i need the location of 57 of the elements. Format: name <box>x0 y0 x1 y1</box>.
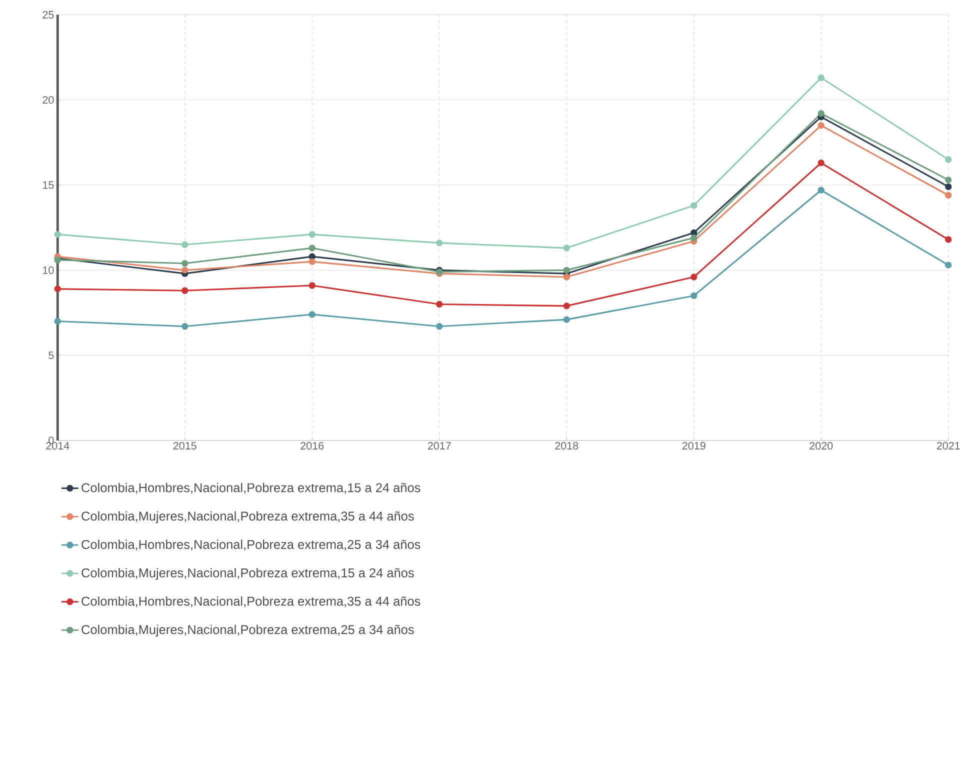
point <box>563 266 570 274</box>
legend-label: Colombia,Hombres,Nacional,Pobreza extrema,35 a 44 años <box>82 596 420 608</box>
point <box>54 231 61 238</box>
point <box>690 292 698 300</box>
point <box>945 176 952 184</box>
y-tick-label: 15 <box>42 181 54 189</box>
point <box>818 110 824 117</box>
point <box>563 316 570 323</box>
point <box>182 323 188 330</box>
y-tick-label: 10 <box>42 266 54 274</box>
point <box>945 183 952 190</box>
x-tick-label: 2016 <box>300 442 324 450</box>
x-tick-label: 2018 <box>555 442 578 450</box>
point <box>818 122 824 129</box>
y-tick-label: 20 <box>42 96 54 104</box>
point <box>818 160 824 166</box>
point <box>182 266 188 274</box>
point <box>690 274 698 280</box>
point <box>563 274 570 280</box>
x-tick-label: 2019 <box>682 442 706 450</box>
point <box>690 229 698 236</box>
y-tick-label: 25 <box>42 11 54 19</box>
point <box>308 311 316 318</box>
legend-label: Colombia,Hombres,Nacional,Pobreza extrema,25 a 34 años <box>82 540 420 551</box>
point <box>308 258 316 266</box>
x-tick-label: 2020 <box>810 442 833 450</box>
x-tick-label: 2021 <box>936 442 960 450</box>
legend-label: Colombia,Mujeres,Nacional,Pobreza extrema,15 a 24 años <box>82 568 414 580</box>
point <box>308 282 316 289</box>
legend-label: Colombia,Hombres,Nacional,Pobreza extrema,15 a 24 años <box>82 482 420 494</box>
point <box>945 156 952 163</box>
point <box>436 323 443 330</box>
point <box>54 318 61 325</box>
x-tick-label: 2014 <box>46 442 70 450</box>
legend-label: Colombia,Mujeres,Nacional,Pobreza extrema,35 a 44 años <box>82 511 414 524</box>
point <box>308 244 316 252</box>
point <box>818 186 824 194</box>
point <box>945 236 952 243</box>
point <box>308 253 316 260</box>
point <box>182 260 188 267</box>
point <box>54 286 61 292</box>
x-tick-label: 2015 <box>173 442 196 450</box>
point <box>182 287 188 294</box>
point <box>690 202 698 209</box>
point <box>436 300 443 308</box>
point <box>945 262 952 268</box>
point <box>690 234 698 242</box>
y-tick-label: 5 <box>48 352 54 360</box>
point <box>436 240 443 246</box>
point <box>563 302 570 310</box>
point <box>818 74 824 82</box>
point <box>182 241 188 248</box>
legend-label: Colombia,Mujeres,Nacional,Pobreza extrema,25 a 34 años <box>82 624 414 637</box>
point <box>563 244 570 252</box>
point <box>945 192 952 199</box>
point <box>308 231 316 238</box>
x-tick-label: 2017 <box>428 442 451 450</box>
